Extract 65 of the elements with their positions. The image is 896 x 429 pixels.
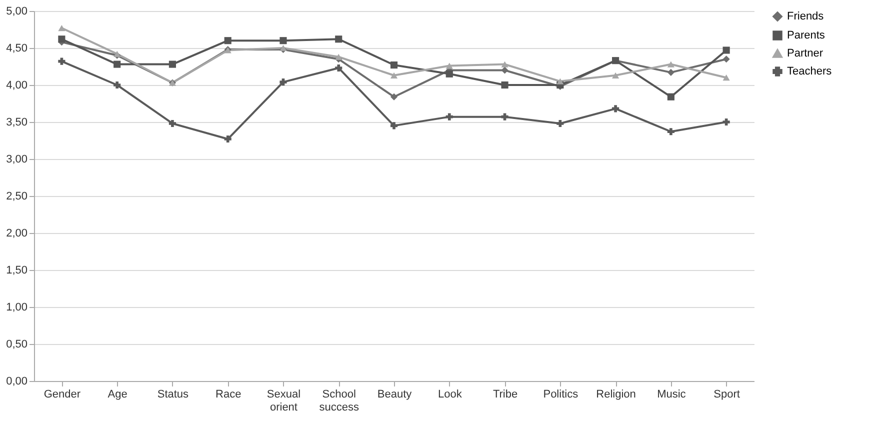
point xyxy=(58,24,66,32)
point xyxy=(556,78,564,84)
point xyxy=(612,105,620,112)
point xyxy=(612,72,620,78)
point xyxy=(280,78,287,86)
y-tick-label: 4,50 xyxy=(6,42,28,54)
point xyxy=(224,135,232,143)
y-tick-label: 0,00 xyxy=(6,376,28,388)
point xyxy=(280,37,287,44)
y-tick-label: 5,00 xyxy=(6,6,28,18)
x-tick-label: Look xyxy=(438,388,462,400)
point xyxy=(501,61,508,68)
legend-label: Teachers xyxy=(787,66,832,78)
point xyxy=(667,128,674,136)
x-tick-label: Music xyxy=(657,388,686,400)
legend-label: Partner xyxy=(787,48,824,60)
point xyxy=(390,93,398,100)
x-tick-label: Sexual orient xyxy=(266,388,301,414)
point xyxy=(335,64,342,72)
y-tick-label: 1,00 xyxy=(6,302,28,314)
y-tick-label: 2,00 xyxy=(6,228,28,240)
x-tick-label: Gender xyxy=(44,388,81,400)
point xyxy=(390,72,398,78)
point xyxy=(224,37,232,44)
x-tick-label: Race xyxy=(216,388,242,400)
x-tick-label: Age xyxy=(108,388,128,400)
y-tick-label: 2,50 xyxy=(6,190,28,202)
y-tick-label: 3,50 xyxy=(6,116,28,128)
y-tick-label: 4,00 xyxy=(6,80,28,92)
point xyxy=(114,60,121,68)
point xyxy=(168,120,176,128)
point xyxy=(335,36,342,43)
x-tick-label: Sport xyxy=(714,388,740,400)
point xyxy=(58,36,66,43)
point xyxy=(667,68,674,76)
x-tick-label: Status xyxy=(157,388,190,400)
point xyxy=(58,58,66,65)
point xyxy=(556,120,564,128)
legend-label: Parents xyxy=(787,30,826,42)
point xyxy=(390,122,398,130)
point xyxy=(501,113,508,120)
point xyxy=(722,74,730,81)
x-tick-label: School success xyxy=(319,388,360,414)
y-tick-label: 1,50 xyxy=(6,264,28,276)
point xyxy=(446,70,453,78)
point xyxy=(501,81,508,89)
x-tick-label: Politics xyxy=(543,388,579,400)
point xyxy=(722,56,730,63)
point xyxy=(114,81,121,89)
point xyxy=(390,61,398,69)
y-tick-label: 0,50 xyxy=(6,338,28,350)
point xyxy=(667,93,674,100)
point xyxy=(168,60,176,68)
point xyxy=(335,54,342,60)
legend-label: Friends xyxy=(787,10,824,22)
x-tick-label: Beauty xyxy=(377,388,412,400)
point xyxy=(446,62,453,69)
point xyxy=(446,113,453,120)
point xyxy=(501,66,508,74)
point xyxy=(667,61,674,68)
x-tick-label: Tribe xyxy=(492,388,518,400)
point xyxy=(722,46,730,54)
x-tick-label: Religion xyxy=(596,388,636,400)
y-tick-label: 3,00 xyxy=(6,154,28,166)
point xyxy=(722,118,730,126)
